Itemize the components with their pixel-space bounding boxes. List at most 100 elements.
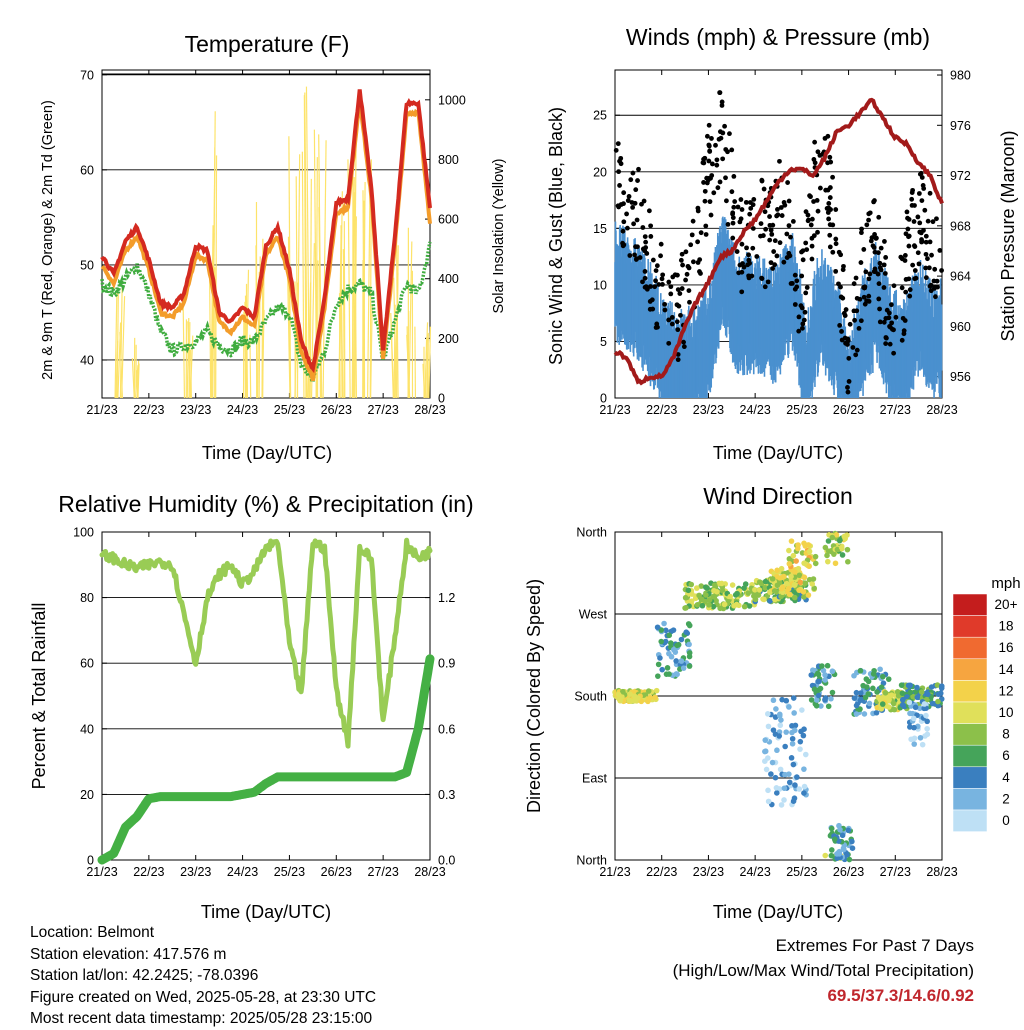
gust-point: [903, 290, 908, 295]
gust-point: [787, 223, 792, 228]
gust-point: [877, 307, 882, 312]
gust-point: [770, 223, 775, 228]
direction-point: [762, 749, 768, 755]
direction-point: [847, 857, 853, 863]
gust-point: [846, 356, 851, 361]
direction-point: [773, 775, 779, 781]
gust-point: [642, 248, 647, 253]
direction-point: [657, 655, 663, 661]
direction-point: [787, 561, 793, 567]
gust-point: [922, 208, 927, 213]
direction-point: [774, 747, 780, 753]
direction-point: [687, 654, 693, 660]
direction-point: [674, 671, 680, 677]
gust-point: [928, 191, 933, 196]
direction-point: [870, 686, 876, 692]
gust-point: [748, 206, 753, 211]
humidity-ytick-label: 40: [80, 722, 94, 736]
gust-point: [910, 190, 915, 195]
wind-direction-xtick-label: 22/23: [646, 865, 677, 879]
gust-point: [696, 209, 701, 214]
direction-point: [798, 580, 804, 586]
gust-point: [732, 199, 737, 204]
gust-point: [826, 201, 831, 206]
wind-direction-title: Wind Direction: [703, 483, 853, 509]
extremes-values: 69.5/37.3/14.6/0.92: [673, 983, 974, 1008]
gust-point: [619, 202, 624, 207]
direction-point: [686, 587, 692, 593]
gust-point: [763, 209, 768, 214]
direction-point: [814, 703, 820, 709]
wind-direction-xtick-label: 23/23: [693, 865, 724, 879]
direction-point: [809, 697, 815, 703]
wind-direction-xtick-label: 25/23: [786, 865, 817, 879]
winds-xtick-label: 25/23: [786, 403, 817, 417]
gust-point: [882, 239, 887, 244]
gust-point: [898, 255, 903, 260]
gust-point: [697, 269, 702, 274]
direction-point: [673, 658, 679, 664]
direction-point: [876, 694, 882, 700]
humidity-y2tick-label: 1.2: [438, 591, 455, 605]
gust-point: [703, 224, 708, 229]
direction-point: [695, 602, 701, 608]
direction-point: [793, 558, 799, 564]
gust-point: [917, 220, 922, 225]
wind-direction-ytick-label: North: [576, 526, 607, 540]
gust-point: [866, 276, 871, 281]
direction-point: [808, 672, 814, 678]
winds-panel: Winds (mph) & Pressure (mb) Sonic Wind &…: [546, 24, 1018, 463]
gust-point: [924, 240, 929, 245]
humidity-ytick-label: 60: [80, 657, 94, 671]
gust-point: [774, 214, 779, 219]
direction-point: [665, 665, 671, 671]
gust-point: [633, 187, 638, 192]
gust-point: [935, 285, 940, 290]
direction-point: [899, 682, 905, 688]
direction-point: [813, 561, 819, 567]
humidity-xtick-label: 26/23: [321, 865, 352, 879]
gust-point: [771, 249, 776, 254]
gust-point: [811, 157, 816, 162]
gust-point: [621, 229, 626, 234]
direction-point: [666, 633, 672, 639]
gust-point: [643, 240, 648, 245]
direction-point: [822, 677, 828, 683]
direction-point: [822, 672, 828, 678]
winds-ytick-label: 20: [593, 165, 607, 179]
gust-point: [740, 242, 745, 247]
gust-point: [906, 276, 911, 281]
gust-point: [616, 141, 621, 146]
gust-point: [802, 318, 807, 323]
gust-point: [815, 198, 820, 203]
gust-point: [874, 236, 879, 241]
direction-point: [669, 654, 675, 660]
winds-y2tick-label: 960: [950, 320, 971, 334]
gust-point: [780, 213, 785, 218]
gust-point: [812, 233, 817, 238]
humidity-xtick-label: 22/23: [133, 865, 164, 879]
gust-point: [777, 159, 782, 164]
gust-point: [805, 285, 810, 290]
direction-point: [880, 701, 886, 707]
winds-ytick-label: 0: [600, 392, 607, 406]
direction-point: [906, 683, 912, 689]
gust-point: [799, 303, 804, 308]
gust-point: [883, 271, 888, 276]
gust-point: [912, 276, 917, 281]
direction-point: [939, 683, 945, 689]
gust-point: [859, 318, 864, 323]
direction-point: [742, 604, 748, 610]
gust-point: [670, 322, 675, 327]
direction-point: [700, 603, 706, 609]
gust-point: [787, 199, 792, 204]
direction-point: [844, 852, 850, 858]
gust-point: [704, 232, 709, 237]
winds-ytick-label: 25: [593, 109, 607, 123]
direction-point: [907, 711, 913, 717]
legend-swatch: [953, 659, 987, 681]
direction-point: [852, 695, 858, 701]
wind-direction-panel: Wind Direction Direction (Colored By Spe…: [524, 483, 1021, 922]
gust-point: [760, 179, 765, 184]
